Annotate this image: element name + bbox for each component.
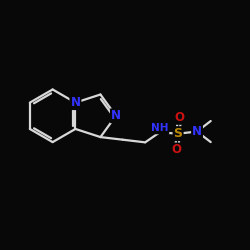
Text: S: S: [174, 127, 182, 140]
Text: N: N: [111, 109, 121, 122]
Text: O: O: [172, 144, 182, 156]
Text: N: N: [192, 125, 202, 138]
Text: N: N: [70, 96, 81, 109]
Text: NH: NH: [151, 124, 168, 134]
Text: O: O: [174, 111, 184, 124]
